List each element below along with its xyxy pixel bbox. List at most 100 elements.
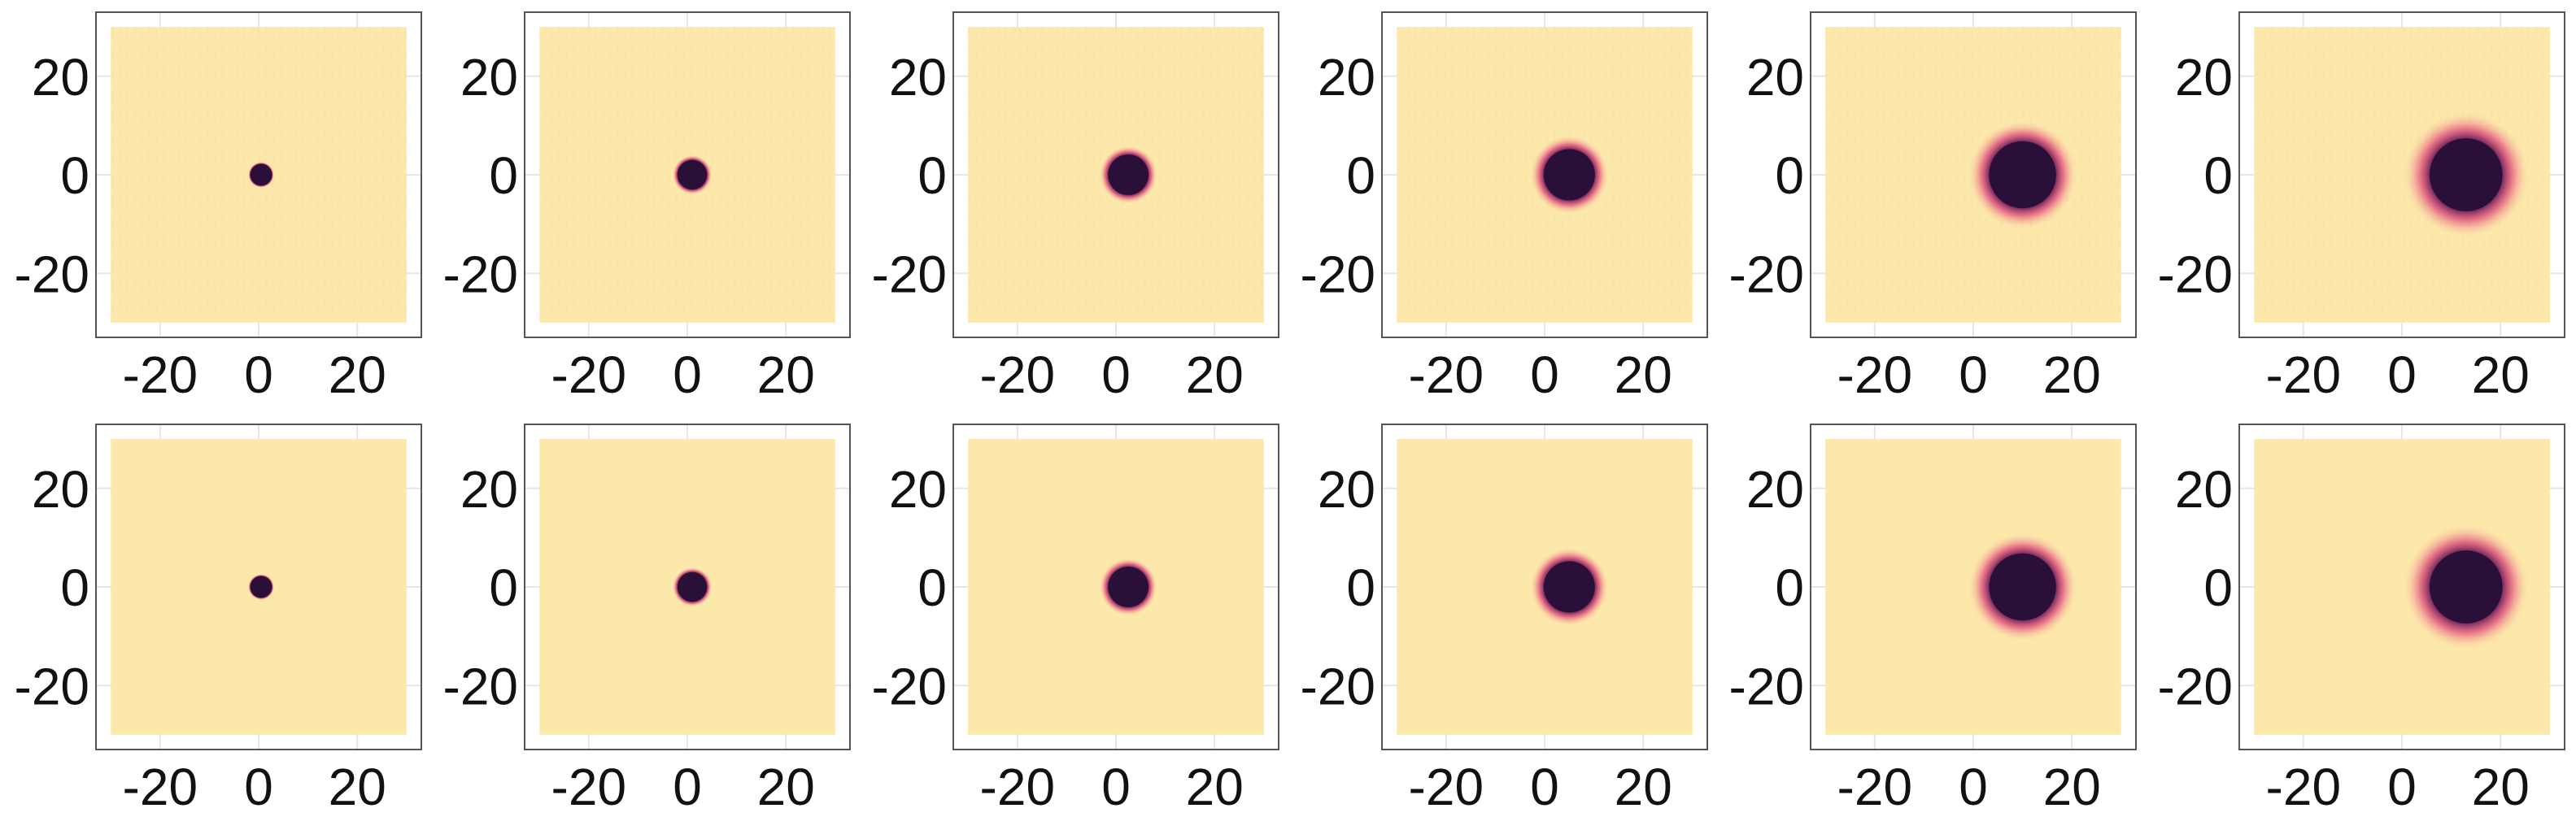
xtick-label: 0 (1101, 345, 1131, 404)
axes-frame (952, 11, 1279, 338)
ytick-label: 0 (1775, 558, 1804, 617)
ytick-label: -20 (2158, 657, 2234, 715)
blob-core (2429, 138, 2503, 211)
axes-frame (1810, 424, 2137, 750)
xtick-label: 0 (1530, 345, 1559, 404)
xtick-label: 20 (2472, 345, 2530, 404)
axes-frame (1381, 11, 1708, 338)
ytick-label: 20 (32, 460, 89, 519)
xtick-label: 20 (1186, 345, 1244, 404)
blob-core (1543, 561, 1595, 613)
panel-r2-c3: -20 0 20 -20 0 20 (872, 424, 1279, 816)
axes-frame (1381, 424, 1708, 750)
blob-core (1108, 154, 1149, 195)
panel-r2-c5: -20 0 20 -20 0 20 (1729, 424, 2137, 816)
axes-frame (95, 424, 422, 750)
blob-core (250, 576, 272, 598)
ytick-label: 20 (2175, 48, 2233, 106)
xtick-label: 20 (1615, 345, 1672, 404)
panel-r1-c4: -20 0 20 -20 0 20 (1301, 11, 1708, 404)
xtick-label: -20 (551, 345, 627, 404)
xtick-label: 20 (1186, 758, 1244, 816)
ytick-label: -20 (872, 245, 948, 303)
blob-core (1989, 141, 2056, 209)
xtick-label: -20 (123, 345, 198, 404)
axes-frame (1810, 11, 2137, 338)
ytick-label: 20 (460, 460, 518, 519)
ytick-label: -20 (443, 245, 519, 303)
panel-r1-c3: -20 0 20 -20 0 20 (872, 11, 1279, 404)
xtick-label: -20 (2266, 345, 2342, 404)
blob-core (1989, 553, 2056, 621)
xtick-label: 0 (673, 345, 702, 404)
ytick-label: 20 (1746, 48, 1804, 106)
blob-core (2429, 550, 2503, 624)
xtick-label: -20 (1837, 758, 1913, 816)
ytick-label: 20 (460, 48, 518, 106)
ytick-label: -20 (1301, 245, 1376, 303)
axes-frame (2238, 424, 2565, 750)
ytick-label: -20 (15, 657, 90, 715)
ytick-label: -20 (2158, 245, 2234, 303)
xtick-label: 0 (244, 758, 273, 816)
ytick-label: 0 (2203, 558, 2233, 617)
ytick-label: 20 (1318, 48, 1375, 106)
xtick-label: 20 (757, 345, 815, 404)
ytick-label: 0 (1346, 558, 1375, 617)
blob-core (1543, 149, 1595, 201)
ytick-label: 20 (1318, 460, 1375, 519)
ytick-label: 0 (2203, 146, 2233, 205)
xtick-label: -20 (980, 345, 1056, 404)
blob-core (677, 571, 708, 602)
axes-frame (952, 424, 1279, 750)
ytick-label: -20 (15, 245, 90, 303)
xtick-label: 20 (329, 758, 386, 816)
xtick-label: -20 (2266, 758, 2342, 816)
ytick-label: -20 (872, 657, 948, 715)
panel-r2-c6: -20 0 20 -20 0 20 (2158, 424, 2565, 816)
xtick-label: 0 (244, 345, 273, 404)
panel-r1-c5: -20 0 20 -20 0 20 (1729, 11, 2137, 404)
ytick-label: 20 (2175, 460, 2233, 519)
panel-r1-c6: -20 0 20 -20 0 20 (2158, 11, 2565, 404)
ytick-label: 0 (489, 146, 518, 205)
ytick-label: 0 (1346, 146, 1375, 205)
xtick-label: 20 (2472, 758, 2530, 816)
ytick-label: 0 (60, 146, 89, 205)
ytick-label: 0 (1775, 146, 1804, 205)
xtick-label: 20 (2043, 758, 2101, 816)
panel-r2-c4: -20 0 20 -20 0 20 (1301, 424, 1708, 816)
axes-frame (524, 11, 851, 338)
blob-core (677, 159, 708, 190)
xtick-label: -20 (1409, 758, 1484, 816)
panel-r2-c2: -20 0 20 -20 0 20 (443, 424, 851, 816)
xtick-label: -20 (1837, 345, 1913, 404)
ytick-label: -20 (1729, 657, 1805, 715)
xtick-label: 0 (2387, 758, 2417, 816)
ytick-label: -20 (1729, 245, 1805, 303)
panel-r2-c1: -20 0 20 -20 0 20 (15, 424, 422, 816)
ytick-label: 0 (918, 558, 947, 617)
panel-r1-c1: -20 0 20 -20 0 20 (15, 11, 422, 404)
ytick-label: -20 (443, 657, 519, 715)
ytick-label: 20 (889, 48, 947, 106)
axes-frame (524, 424, 851, 750)
xtick-label: -20 (551, 758, 627, 816)
ytick-label: 20 (889, 460, 947, 519)
xtick-label: 0 (1530, 758, 1559, 816)
axes-frame (2238, 11, 2565, 338)
xtick-label: -20 (123, 758, 198, 816)
blob-core (1108, 567, 1149, 607)
xtick-label: 0 (1101, 758, 1131, 816)
xtick-label: 0 (2387, 345, 2417, 404)
xtick-label: -20 (980, 758, 1056, 816)
xtick-label: 20 (2043, 345, 2101, 404)
ytick-label: 20 (1746, 460, 1804, 519)
xtick-label: 20 (757, 758, 815, 816)
ytick-label: 0 (60, 558, 89, 617)
panel-r1-c2: -20 0 20 -20 0 20 (443, 11, 851, 404)
xtick-label: 0 (673, 758, 702, 816)
ytick-label: 20 (32, 48, 89, 106)
ytick-label: 0 (918, 146, 947, 205)
